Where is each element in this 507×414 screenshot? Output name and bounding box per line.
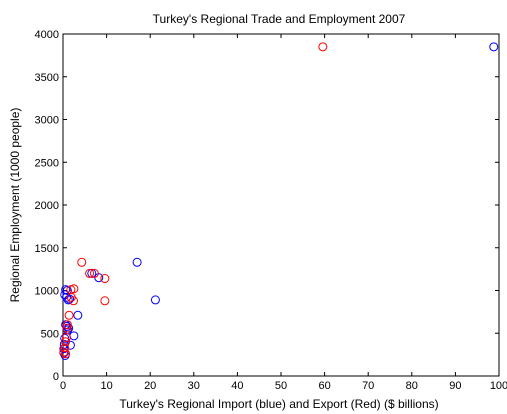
x-tick-label: 80 — [406, 380, 418, 392]
y-tick-label: 3000 — [35, 115, 59, 127]
export-point — [64, 310, 74, 320]
y-tick-label: 1500 — [35, 243, 59, 255]
x-tick-label: 50 — [275, 380, 287, 392]
y-tick-label: 4000 — [35, 29, 59, 41]
export-point — [77, 257, 87, 267]
y-tick-label: 1000 — [35, 286, 59, 298]
import-point — [63, 295, 73, 305]
export-point — [66, 292, 76, 302]
export-point — [61, 333, 71, 343]
x-axis-label: Turkey's Regional Import (blue) and Expo… — [119, 397, 438, 411]
import-point — [60, 333, 70, 343]
x-axis: 0 10 20 30 40 50 60 70 80 90 100 — [60, 34, 507, 392]
import-point — [150, 295, 160, 305]
export-point — [100, 274, 110, 284]
data-points — [59, 42, 499, 360]
export-point — [61, 337, 71, 347]
import-point — [73, 310, 83, 320]
y-tick-label: 500 — [41, 328, 59, 340]
chart-title: Turkey's Regional Trade and Employment 2… — [153, 12, 406, 26]
import-point — [489, 42, 499, 52]
export-point — [62, 323, 72, 333]
y-axis-label: Regional Employment (1000 people) — [8, 108, 22, 303]
export-point — [60, 343, 70, 353]
x-tick-label: 90 — [449, 380, 461, 392]
export-point — [89, 268, 99, 278]
y-tick-label: 0 — [53, 371, 59, 383]
x-tick-label: 30 — [188, 380, 200, 392]
import-point — [65, 294, 75, 304]
export-point — [100, 296, 110, 306]
import-point — [132, 257, 142, 267]
x-tick-label: 0 — [60, 380, 66, 392]
y-tick-label: 3500 — [35, 72, 59, 84]
export-point — [318, 42, 328, 52]
x-tick-label: 70 — [362, 380, 374, 392]
export-point — [61, 349, 71, 359]
x-tick-label: 60 — [318, 380, 330, 392]
x-tick-label: 20 — [144, 380, 156, 392]
x-tick-label: 100 — [490, 380, 507, 392]
y-axis: 0 500 1000 1500 2000 2500 3000 3500 4000 — [35, 29, 499, 383]
y-tick-label: 2000 — [35, 200, 59, 212]
export-point — [62, 320, 72, 330]
plot-area — [62, 33, 500, 377]
import-point — [59, 344, 69, 354]
x-tick-label: 40 — [231, 380, 243, 392]
export-point — [59, 347, 69, 357]
import-point — [87, 268, 97, 278]
x-tick-label: 10 — [100, 380, 112, 392]
y-tick-label: 2500 — [35, 157, 59, 169]
export-point — [85, 268, 95, 278]
